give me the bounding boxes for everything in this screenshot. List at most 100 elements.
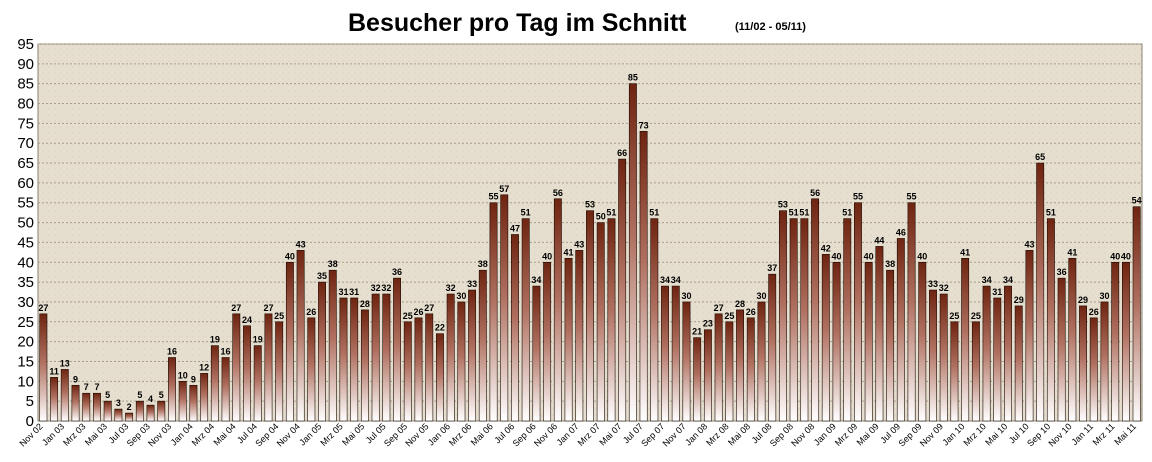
x-tick-label: Mrz 10 [961, 421, 988, 448]
bar [457, 301, 466, 422]
bar [382, 293, 391, 422]
bar [639, 131, 648, 422]
data-label: 55 [489, 192, 499, 202]
data-label: 51 [842, 208, 852, 218]
bar [1057, 277, 1066, 422]
data-label: 85 [628, 73, 638, 83]
data-label: 43 [1024, 239, 1034, 249]
data-label: 34 [982, 275, 992, 285]
x-tick-label: Mai 07 [597, 421, 623, 447]
data-label: 53 [585, 200, 595, 210]
x-tick-label: Nov 07 [661, 421, 688, 448]
y-tick-label: 70 [17, 135, 34, 152]
data-label: 66 [617, 148, 627, 158]
data-label: 43 [574, 239, 584, 249]
data-label: 2 [127, 402, 132, 412]
bar [843, 218, 852, 422]
data-label: 27 [231, 303, 241, 313]
y-tick-label: 80 [17, 96, 34, 113]
data-label: 34 [671, 275, 681, 285]
bar [414, 317, 423, 422]
bar [553, 198, 562, 422]
data-label: 5 [105, 390, 110, 400]
data-label: 13 [60, 358, 70, 368]
x-tick-label: Mai 05 [340, 421, 366, 447]
y-tick-label: 15 [17, 353, 34, 370]
bar [993, 297, 1002, 422]
bar [1004, 285, 1012, 422]
data-label: 29 [1078, 295, 1088, 305]
bar [929, 289, 937, 422]
data-label: 53 [778, 200, 788, 210]
bar [275, 321, 284, 422]
data-label: 41 [1067, 247, 1077, 257]
bar [886, 269, 895, 422]
bar [39, 313, 48, 422]
data-label: 27 [714, 303, 724, 313]
bar [103, 400, 112, 422]
bar [768, 273, 777, 422]
data-label: 5 [159, 390, 164, 400]
bar [511, 234, 519, 422]
bar [650, 218, 659, 422]
data-label: 40 [285, 251, 295, 261]
bar [661, 285, 669, 422]
bar [168, 357, 176, 422]
bar [950, 321, 959, 422]
bar [746, 317, 755, 422]
data-label: 56 [810, 188, 820, 198]
bar [489, 202, 498, 422]
bar [607, 218, 616, 422]
bar [821, 254, 830, 422]
data-label: 25 [403, 311, 413, 321]
y-tick-label: 55 [17, 195, 34, 212]
data-label: 31 [349, 287, 359, 297]
data-label: 26 [1089, 307, 1099, 317]
data-label: 51 [789, 208, 799, 218]
data-label: 30 [756, 291, 766, 301]
x-tick-label: Nov 03 [146, 421, 173, 448]
bar [543, 261, 552, 422]
data-label: 3 [116, 398, 121, 408]
data-label: 43 [296, 239, 306, 249]
data-label: 30 [681, 291, 691, 301]
x-tick-label: Nov 06 [532, 421, 559, 448]
data-label: 73 [639, 120, 649, 130]
bar [1068, 257, 1077, 422]
data-label: 4 [148, 394, 153, 404]
bar [907, 202, 916, 422]
bar [60, 369, 69, 422]
y-tick-label: 25 [17, 314, 34, 331]
bar [307, 317, 316, 422]
data-label: 40 [917, 251, 927, 261]
bar [71, 384, 80, 422]
y-tick-label: 90 [17, 56, 34, 73]
x-tick-label: Mrz 03 [61, 421, 88, 448]
bar [350, 297, 359, 422]
y-tick-label: 30 [17, 294, 34, 311]
bar [468, 289, 477, 422]
data-label: 27 [424, 303, 434, 313]
x-tick-label: Jan 10 [940, 421, 966, 447]
bar [371, 293, 380, 422]
bar [864, 261, 873, 422]
y-tick-label: 20 [17, 334, 34, 351]
y-tick-label: 0 [26, 413, 34, 430]
data-label: 32 [939, 283, 949, 293]
bar [778, 210, 787, 422]
bar [971, 321, 980, 422]
x-tick-label: Nov 09 [918, 421, 945, 448]
bar [82, 392, 91, 422]
bar [918, 261, 927, 422]
data-label: 7 [84, 382, 89, 392]
bar [478, 269, 487, 422]
data-label: 25 [949, 311, 959, 321]
bar [521, 218, 530, 422]
bar [693, 337, 702, 422]
data-label: 40 [864, 251, 874, 261]
bar [1079, 305, 1087, 422]
bar [1089, 317, 1098, 422]
data-label: 37 [767, 263, 777, 273]
bar [328, 269, 337, 422]
